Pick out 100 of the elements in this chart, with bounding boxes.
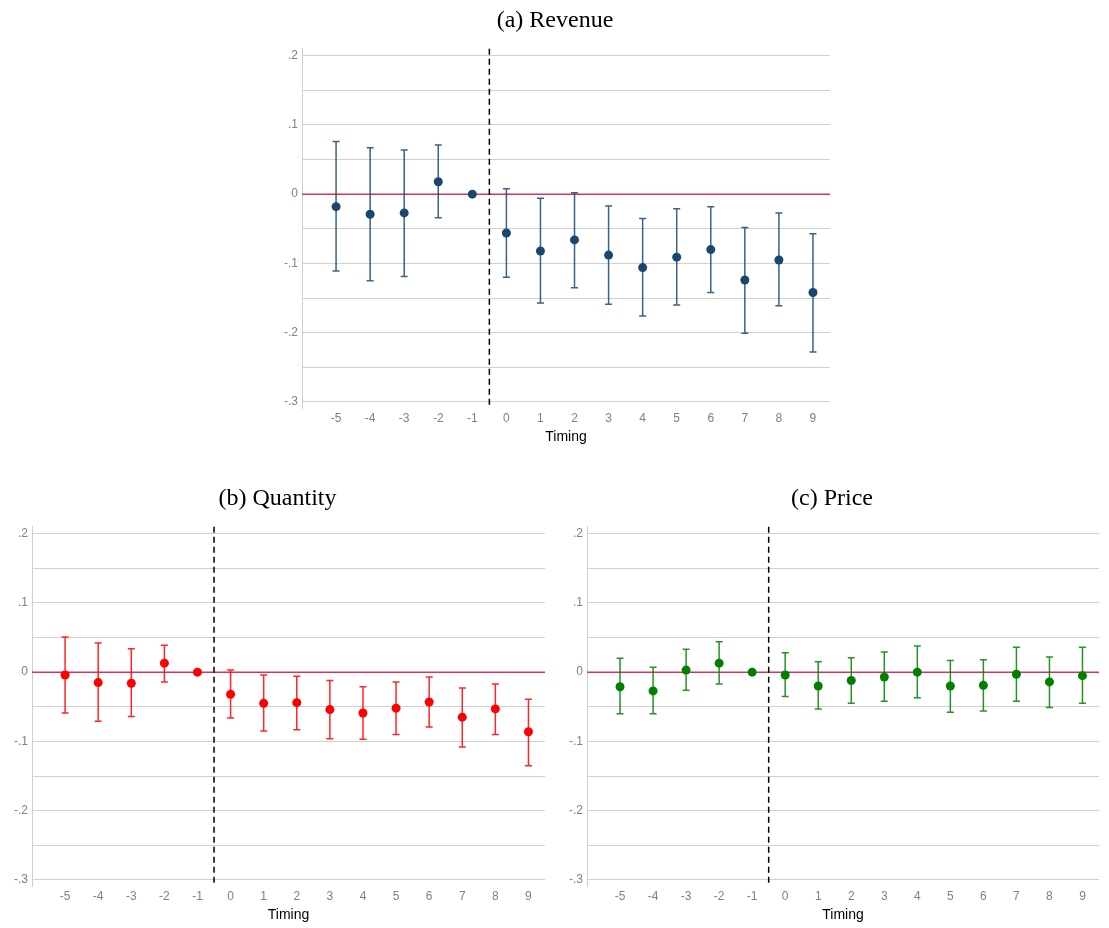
x-tick-label: 3 (326, 889, 334, 904)
point (358, 708, 368, 718)
x-tick-label: -5 (330, 411, 342, 426)
x-tick-label: 4 (913, 889, 921, 904)
x-tick-label: 6 (707, 411, 715, 426)
y-tick-label: 0 (21, 664, 29, 679)
x-tick-label: 0 (503, 411, 511, 426)
point (192, 667, 202, 677)
x-tick-label: 8 (775, 411, 783, 426)
x-tick-label: -4 (92, 889, 104, 904)
y-tick-label: -.2 (568, 802, 584, 817)
x-tick-label: 3 (880, 889, 888, 904)
point (1044, 677, 1054, 687)
point (672, 252, 682, 262)
point (740, 275, 750, 285)
point (93, 678, 103, 688)
y-tick-label: .2 (17, 526, 29, 541)
x-tick-label: 8 (492, 889, 500, 904)
x-tick-label: 1 (814, 889, 822, 904)
point (1077, 671, 1087, 681)
x-tick-label: -1 (192, 889, 204, 904)
point (490, 704, 500, 714)
point (259, 698, 269, 708)
y-tick-label: -.1 (568, 733, 584, 748)
point (780, 670, 790, 680)
x-tick-label: 1 (537, 411, 545, 426)
x-tick-label: 0 (227, 889, 235, 904)
y-tick-label: .1 (572, 595, 584, 610)
point (747, 667, 757, 677)
y-tick-label: .2 (572, 526, 584, 541)
y-tick-label: .1 (17, 595, 29, 610)
point (714, 658, 724, 668)
x-tick-label: -3 (125, 889, 137, 904)
point (535, 246, 545, 256)
point (570, 235, 580, 245)
point (159, 658, 169, 668)
point (912, 667, 922, 677)
x-tick-label: 9 (809, 411, 817, 426)
x-tick-label: 7 (458, 889, 466, 904)
point (399, 208, 409, 218)
point (638, 263, 648, 273)
x-tick-label: -1 (746, 889, 758, 904)
point (978, 680, 988, 690)
point (391, 703, 401, 713)
x-axis-title: Timing (267, 906, 310, 923)
x-tick-label: -4 (647, 889, 659, 904)
x-tick-label: -5 (59, 889, 71, 904)
point (846, 675, 856, 685)
x-tick-label: -2 (159, 889, 171, 904)
x-tick-label: 9 (525, 889, 533, 904)
x-tick-label: -3 (680, 889, 692, 904)
y-tick-label: -.3 (13, 872, 29, 887)
y-tick-label: .2 (287, 48, 299, 63)
x-tick-label: 5 (673, 411, 681, 426)
point (945, 681, 955, 691)
x-tick-label: 6 (980, 889, 988, 904)
point (604, 250, 614, 260)
point (226, 689, 236, 699)
y-tick-label: -.2 (13, 802, 29, 817)
x-tick-label: 3 (605, 411, 613, 426)
chart-title: (a) Revenue (496, 5, 614, 32)
x-tick-label: -5 (614, 889, 626, 904)
x-tick-label: -3 (398, 411, 410, 426)
point (681, 665, 691, 675)
point (879, 672, 889, 682)
x-tick-label: 5 (392, 889, 400, 904)
point (60, 670, 70, 680)
point (615, 682, 625, 692)
x-tick-label: 0 (781, 889, 789, 904)
x-tick-label: -4 (364, 411, 376, 426)
x-tick-label: 1 (260, 889, 268, 904)
y-tick-label: -.1 (283, 255, 299, 270)
point (648, 686, 658, 696)
y-tick-label: 0 (576, 664, 584, 679)
point (774, 255, 784, 265)
point (467, 189, 477, 199)
point (325, 705, 335, 715)
y-tick-label: -.2 (283, 324, 299, 339)
point (457, 712, 467, 722)
point (126, 678, 136, 688)
point (365, 209, 375, 219)
x-tick-label: -2 (432, 411, 444, 426)
point (292, 698, 302, 708)
x-tick-label: 8 (1046, 889, 1054, 904)
x-tick-label: -1 (466, 411, 478, 426)
point (501, 228, 511, 238)
x-tick-label: 5 (947, 889, 955, 904)
y-tick-label: -.3 (283, 394, 299, 409)
x-axis-title: Timing (822, 906, 864, 923)
point (523, 727, 533, 737)
y-tick-label: -.1 (13, 733, 29, 748)
x-tick-label: 7 (1013, 889, 1021, 904)
y-tick-label: 0 (291, 186, 299, 201)
x-tick-label: 7 (741, 411, 749, 426)
x-tick-label: 9 (1079, 889, 1087, 904)
point (424, 697, 434, 707)
x-tick-label: 6 (425, 889, 433, 904)
point (331, 202, 341, 212)
chart-title: (c) Price (791, 483, 873, 510)
point (433, 177, 443, 187)
